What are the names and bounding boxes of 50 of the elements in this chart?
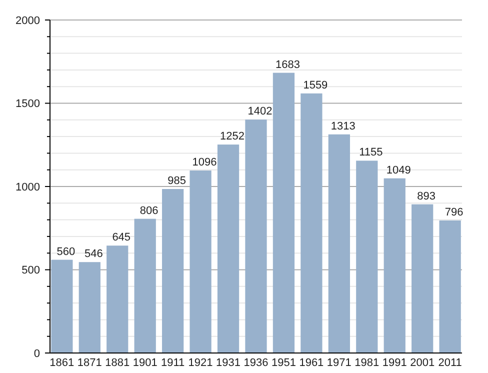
y-tick-label: 0 [34,348,40,360]
y-tick-label: 2000 [16,14,40,27]
data-label: 1155 [359,146,383,159]
data-label: 546 [84,248,103,260]
data-label: 1049 [386,164,411,176]
bar [190,170,212,353]
data-label: 1096 [192,156,217,169]
x-tick-label: 1881 [105,357,130,369]
bar [328,134,350,353]
data-label: 1313 [330,120,356,132]
bar [384,178,406,353]
x-tick-label: 1861 [50,357,74,369]
data-label: 985 [168,174,186,187]
data-label: 1402 [248,106,272,118]
data-label: 560 [56,246,76,258]
data-label: 1252 [220,130,245,143]
x-tick-label: 1931 [216,357,241,369]
bar [272,72,295,353]
y-tick-label: 1000 [16,181,40,194]
data-label: 796 [444,206,464,218]
bar [245,120,267,353]
bar [162,188,184,353]
x-tick-label: 1921 [188,357,213,369]
bar [134,218,156,353]
bar [106,246,128,353]
x-tick-label: 1871 [77,357,102,369]
x-tick-label: 1901 [132,357,158,369]
data-label: 1683 [275,58,300,71]
bar [439,220,461,353]
x-tick-label: 1951 [271,357,296,369]
x-tick-label: 1936 [244,357,268,369]
x-tick-label: 1991 [382,357,407,369]
x-tick-label: 1981 [354,357,380,369]
bar [356,160,378,353]
x-tick-label: 2011 [438,357,462,369]
data-label: 893 [417,190,436,202]
x-tick-label: 1961 [299,357,324,369]
x-tick-label: 1911 [160,357,185,369]
bar [300,93,322,353]
data-label: 645 [112,232,131,244]
x-tick-label: 2001 [410,357,435,369]
bar [217,144,240,353]
x-tick-label: 1971 [326,357,352,369]
data-label: 1559 [303,79,328,92]
bar [78,262,100,353]
data-label: 806 [140,204,158,217]
y-tick-label: 1500 [16,98,40,110]
bar [51,260,73,353]
y-tick-label: 500 [22,264,40,277]
bar [412,204,434,353]
